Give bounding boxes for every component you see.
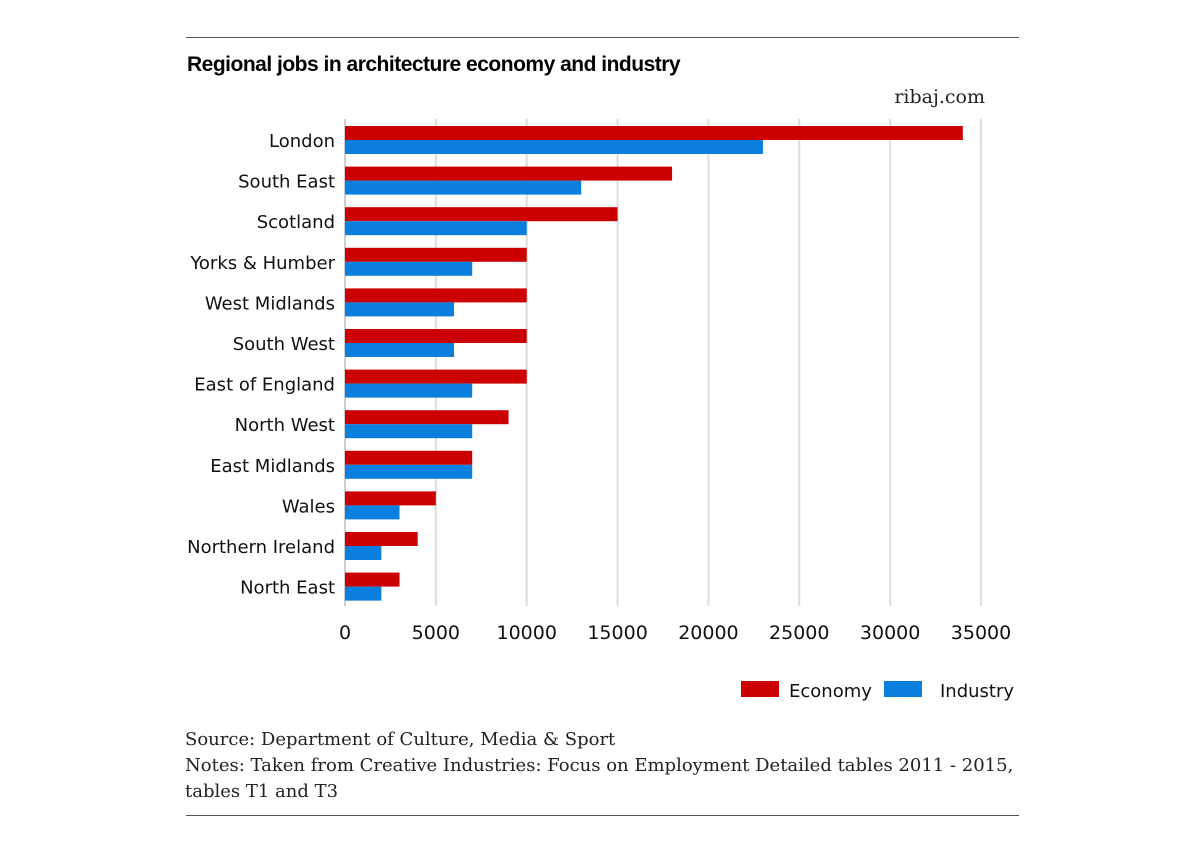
- bar-economy: [345, 126, 963, 140]
- bar-industry: [345, 383, 473, 398]
- category-label: London: [269, 131, 335, 152]
- chart-title: Regional jobs in architecture economy an…: [187, 53, 681, 76]
- bar-industry: [345, 302, 455, 317]
- category-label: South West: [233, 334, 335, 355]
- category-label: Yorks & Humber: [189, 253, 335, 274]
- category-label: North East: [240, 578, 335, 599]
- bar-economy: [345, 369, 527, 384]
- bar-economy: [345, 288, 527, 303]
- category-label: West Midlands: [205, 293, 335, 314]
- bar-industry: [345, 586, 382, 601]
- bar-economy: [345, 572, 400, 587]
- bar-economy: [345, 410, 509, 425]
- legend-swatch-industry: [884, 681, 922, 697]
- notes-text: Notes: Taken from Creative Industries: F…: [185, 755, 1014, 802]
- bar-economy: [345, 532, 418, 546]
- bar-industry: [345, 180, 582, 195]
- x-axis-ticks: 0 5000 10000 15000 20000 25000 30000 35000: [339, 622, 1011, 644]
- x-tick-label: 35000: [951, 622, 1011, 644]
- grid: [344, 119, 982, 606]
- bar-economy: [345, 247, 527, 262]
- bar-industry: [345, 464, 473, 479]
- source-note: Source: Department of Culture, Media & S…: [185, 729, 616, 750]
- bar-industry: [345, 261, 473, 276]
- x-tick-label: 25000: [769, 622, 829, 644]
- x-tick-label: 0: [339, 622, 351, 644]
- legend-label-economy: Economy: [789, 681, 872, 702]
- x-tick-label: 10000: [496, 622, 556, 644]
- bottom-rule: [186, 815, 1019, 816]
- legend-label-industry: Industry: [940, 681, 1014, 702]
- category-label: East Midlands: [210, 456, 335, 477]
- bar-industry: [345, 221, 527, 236]
- x-tick-label: 5000: [412, 622, 460, 644]
- bar-economy: [345, 491, 436, 506]
- bar-industry: [345, 343, 455, 357]
- bar-industry: [345, 140, 763, 154]
- x-tick-label: 15000: [587, 622, 647, 644]
- bar-economy: [345, 329, 527, 343]
- category-label: Northern Ireland: [187, 537, 335, 558]
- category-labels: London South East Scotland Yorks & Humber We…: [187, 131, 335, 599]
- x-tick-label: 30000: [860, 622, 920, 644]
- bar-economy: [345, 450, 473, 465]
- bar-industry: [345, 505, 400, 520]
- bar-economy: [345, 207, 618, 222]
- brand-label: ribaj.com: [894, 86, 985, 108]
- category-label: South East: [238, 172, 335, 193]
- bar-industry: [345, 546, 382, 560]
- category-label: North West: [235, 415, 335, 436]
- top-rule: [186, 37, 1019, 38]
- category-label: Scotland: [257, 212, 335, 233]
- category-label: Wales: [282, 496, 335, 517]
- legend-swatch-economy: [741, 681, 779, 697]
- bar-chart: London South East Scotland Yorks & Humber We…: [187, 119, 1014, 702]
- bars: [345, 126, 963, 601]
- legend: Economy Industry: [741, 681, 1014, 702]
- x-tick-label: 20000: [678, 622, 738, 644]
- category-label: East of England: [194, 375, 335, 396]
- bar-economy: [345, 166, 673, 181]
- bar-industry: [345, 424, 473, 439]
